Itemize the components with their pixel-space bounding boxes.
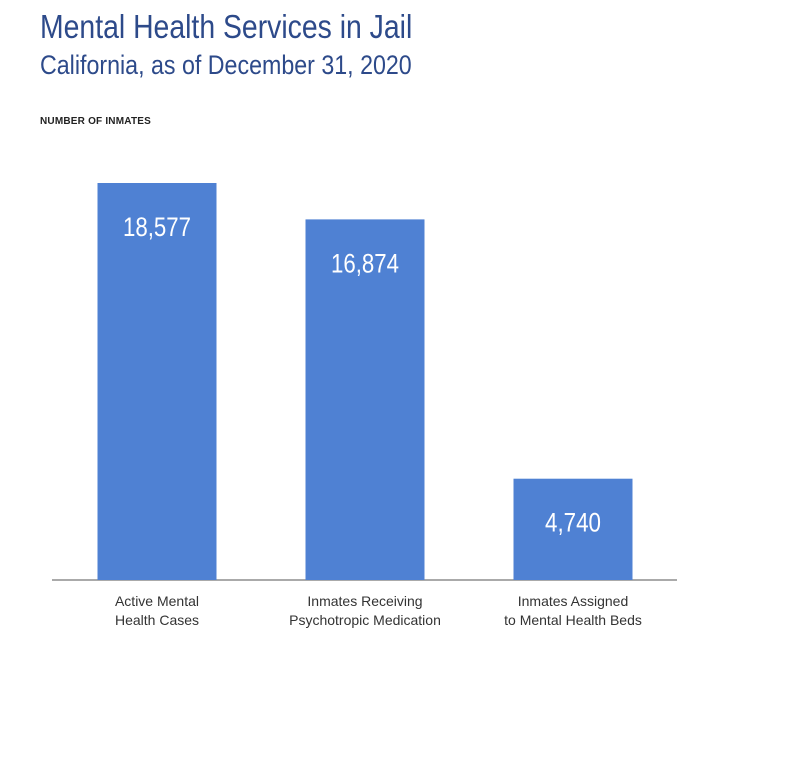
- chart-title: Mental Health Services in Jail: [40, 8, 413, 45]
- bar-value-label-1: 18,577: [123, 212, 191, 242]
- bar-2: [305, 219, 425, 580]
- y-axis-label: NUMBER OF INMATES: [40, 116, 151, 127]
- bar-value-label-2: 16,874: [331, 248, 399, 278]
- bar-1: [97, 183, 217, 580]
- category-label-3-line-1: Inmates Assigned: [518, 593, 629, 609]
- bar-3: [513, 478, 633, 580]
- chart-subtitle: California, as of December 31, 2020: [40, 50, 412, 80]
- category-label-1-line-2: Health Cases: [115, 612, 199, 628]
- bar-value-label-3: 4,740: [545, 508, 601, 538]
- category-label-2-line-2: Psychotropic Medication: [289, 612, 441, 628]
- category-label-1-line-1: Active Mental: [115, 593, 199, 609]
- category-label-3-line-2: to Mental Health Beds: [504, 612, 642, 628]
- category-label-2-line-1: Inmates Receiving: [307, 593, 422, 609]
